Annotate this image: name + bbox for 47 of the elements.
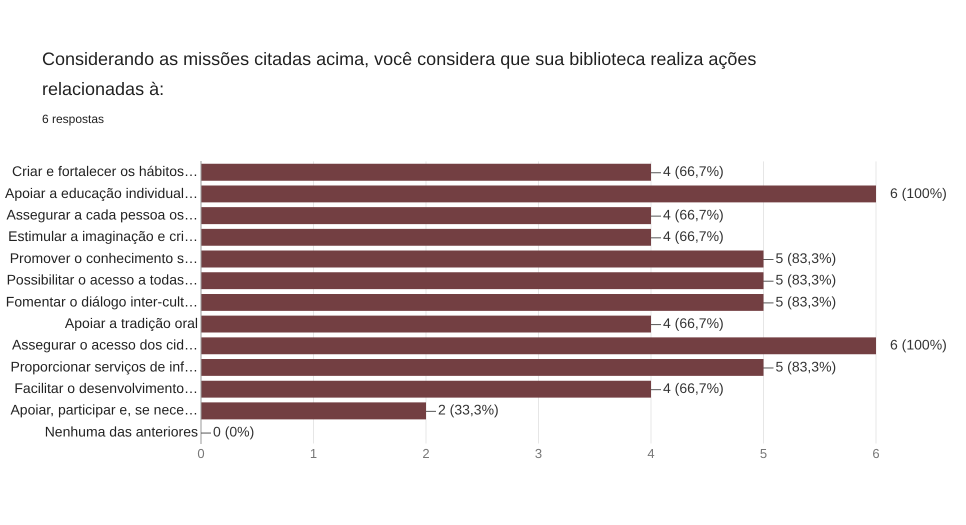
data-label: 5 (83,3%) — [776, 358, 836, 374]
chart-title: Considerando as missões citadas acima, você considera que sua biblioteca realiza ações relacionadas à: — [42, 48, 758, 101]
data-label: 0 (0%) — [213, 423, 254, 440]
bar — [202, 164, 652, 181]
y-tick-label: Assegurar o acesso dos cid… — [12, 336, 198, 353]
data-label: 5 (83,3%) — [776, 272, 836, 288]
data-label: 4 (66,7%) — [663, 380, 724, 396]
bar — [202, 207, 652, 224]
bar — [202, 337, 876, 354]
bar — [202, 402, 426, 420]
x-tick-label: 5 — [760, 446, 768, 461]
text: 6 respostas — [42, 112, 104, 126]
y-tick-label: Nenhuma das anteriores — [44, 423, 198, 440]
x-tick-label: 6 — [872, 446, 880, 461]
y-tick-label: Fomentar o diálogo inter-cult… — [6, 293, 198, 310]
y-tick-label: Apoiar a educação individual… — [4, 184, 198, 201]
bar — [202, 228, 652, 246]
bar — [202, 380, 652, 398]
x-tick-label: 1 — [310, 446, 318, 461]
bar — [202, 272, 764, 290]
y-tick-label: Assegurar a cada pessoa os… — [6, 206, 198, 222]
bar — [202, 250, 764, 268]
x-tick-label: 4 — [647, 446, 655, 461]
y-tick-label: Promover o conhecimento s… — [10, 250, 198, 266]
data-label: 4 (66,7%) — [663, 163, 724, 180]
x-tick-label: 3 — [534, 446, 542, 461]
x-tick-label: 2 — [422, 446, 430, 461]
y-tick-label: Proporcionar serviços de inf… — [10, 358, 198, 374]
data-label: 5 (83,3%) — [776, 293, 836, 310]
data-label: 6 (100%) — [890, 336, 947, 353]
y-tick-label: Apoiar, participar e, se nece… — [10, 402, 198, 418]
data-label: 4 (66,7%) — [663, 206, 724, 222]
data-label: 4 (66,7%) — [663, 228, 724, 244]
data-label: 6 (100%) — [890, 184, 947, 201]
bar — [202, 185, 876, 202]
bar — [202, 359, 764, 376]
y-tick-label: Estimular a imaginação e cri… — [8, 228, 198, 244]
x-tick-label: 0 — [197, 446, 205, 461]
bar — [202, 294, 764, 311]
y-tick-label: Facilitar o desenvolvimento… — [14, 380, 198, 396]
y-tick-label: Possibilitar o acesso a todas… — [6, 272, 198, 288]
data-label: 4 (66,7%) — [663, 314, 724, 331]
y-tick-label: Criar e fortalecer os hábitos… — [12, 163, 198, 180]
data-label: 5 (83,3%) — [776, 250, 836, 266]
y-tick-label: Apoiar a tradição oral — [64, 314, 198, 331]
data-label: 2 (33,3%) — [438, 402, 499, 418]
bar — [202, 316, 652, 333]
